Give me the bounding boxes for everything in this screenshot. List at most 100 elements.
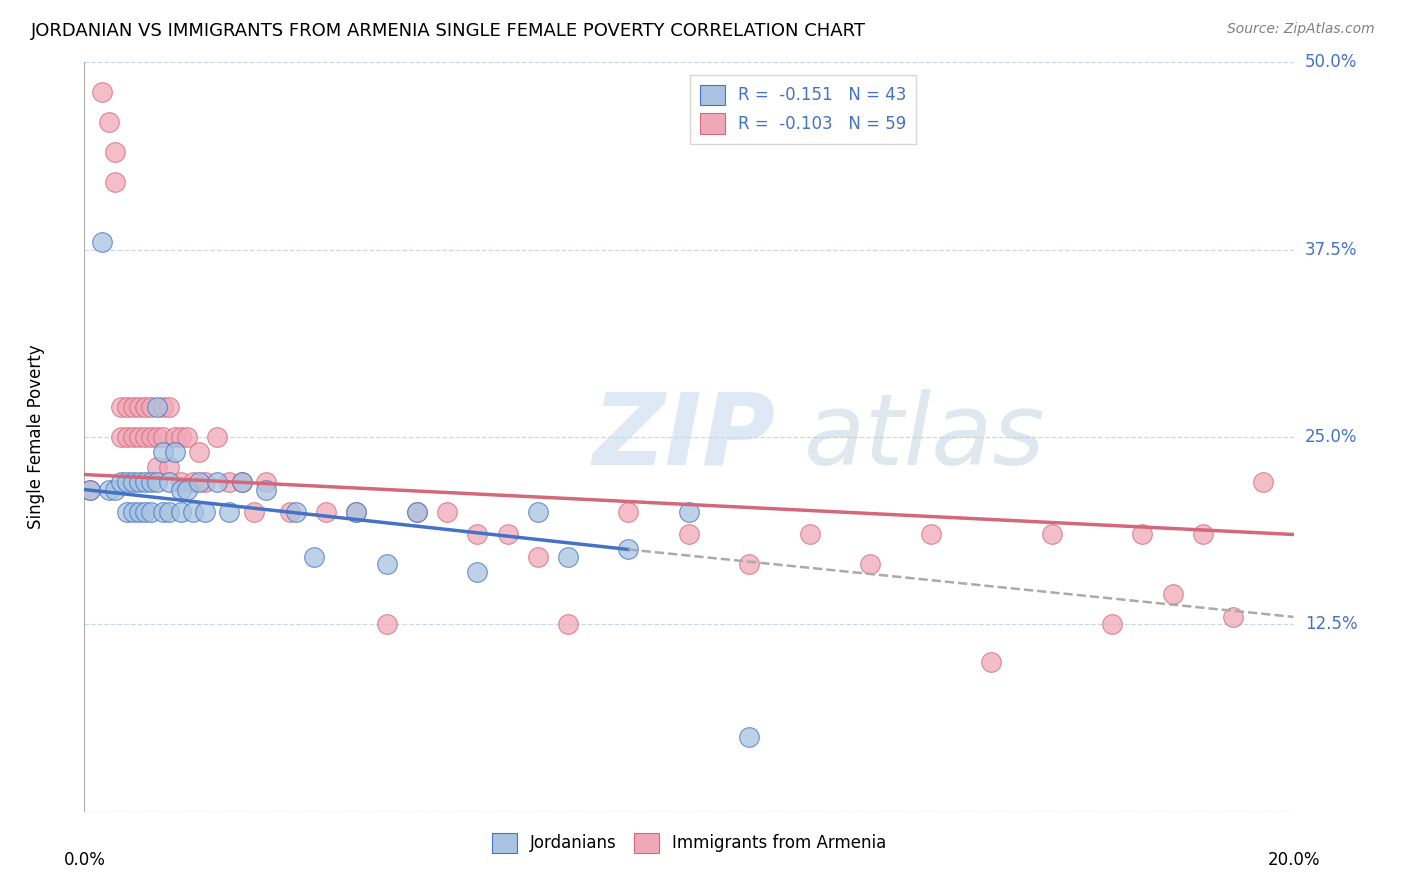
Point (194, 475, 217, 489)
Point (557, 549, 579, 564)
Point (346, 505, 368, 519)
Point (242, 505, 264, 519)
Point (121, 475, 143, 489)
Point (79, 483, 101, 497)
Point (527, 505, 550, 519)
Point (115, 475, 138, 489)
Point (165, 445, 187, 459)
Point (104, 483, 127, 497)
Point (170, 483, 193, 497)
Point (146, 430, 169, 444)
Point (121, 430, 143, 444)
Point (157, 460, 180, 475)
Point (1040, 527, 1063, 541)
Point (1253, 475, 1275, 489)
Point (170, 475, 193, 489)
Point (121, 400, 143, 414)
Point (134, 400, 156, 414)
Text: 50.0%: 50.0% (1305, 54, 1357, 71)
Point (231, 475, 253, 489)
Point (128, 400, 150, 414)
Point (1130, 527, 1153, 541)
Point (1161, 587, 1184, 601)
Point (128, 505, 150, 519)
Point (1192, 527, 1215, 541)
Point (79, 483, 101, 497)
Point (181, 505, 204, 519)
Point (231, 475, 253, 489)
Point (146, 475, 169, 489)
Text: 12.5%: 12.5% (1305, 615, 1357, 633)
Point (110, 475, 132, 489)
Point (375, 617, 398, 632)
Point (406, 505, 429, 519)
Point (115, 400, 138, 414)
Point (97, 483, 120, 497)
Point (181, 475, 204, 489)
Text: 20.0%: 20.0% (1267, 851, 1320, 869)
Point (110, 400, 132, 414)
Point (859, 558, 882, 572)
Point (188, 475, 211, 489)
Point (278, 505, 301, 519)
Point (436, 505, 458, 519)
Point (91, 235, 114, 250)
Point (139, 475, 162, 489)
Point (121, 505, 143, 519)
Point (139, 400, 162, 414)
Legend: Jordanians, Immigrants from Armenia: Jordanians, Immigrants from Armenia (485, 826, 893, 860)
Point (128, 475, 150, 489)
Point (406, 505, 429, 519)
Point (134, 475, 156, 489)
Point (115, 505, 138, 519)
Point (176, 430, 198, 444)
Point (527, 549, 550, 564)
Point (285, 505, 308, 519)
Point (375, 558, 398, 572)
Point (346, 505, 368, 519)
Point (146, 460, 169, 475)
Point (302, 549, 325, 564)
Text: 37.5%: 37.5% (1305, 241, 1357, 259)
Text: 0.0%: 0.0% (63, 851, 105, 869)
Point (146, 400, 169, 414)
Point (738, 558, 761, 572)
Point (97, 115, 120, 129)
Point (152, 400, 174, 414)
Point (194, 505, 217, 519)
Point (134, 505, 156, 519)
Point (738, 730, 761, 744)
Point (218, 475, 240, 489)
Point (920, 527, 942, 541)
Point (157, 475, 180, 489)
Point (157, 400, 180, 414)
Text: 25.0%: 25.0% (1305, 428, 1357, 446)
Point (165, 430, 187, 444)
Point (617, 505, 640, 519)
Point (496, 527, 519, 541)
Point (188, 445, 211, 459)
Point (218, 505, 240, 519)
Point (139, 505, 162, 519)
Point (557, 617, 579, 632)
Point (254, 475, 277, 489)
Point (1101, 617, 1123, 632)
Point (152, 445, 174, 459)
Text: Single Female Poverty: Single Female Poverty (27, 345, 45, 529)
Point (152, 505, 174, 519)
Point (128, 430, 150, 444)
Point (115, 430, 138, 444)
Point (104, 145, 127, 160)
Text: ZIP: ZIP (592, 389, 775, 485)
Point (980, 655, 1002, 669)
Point (315, 505, 337, 519)
Point (170, 505, 193, 519)
Point (617, 542, 640, 557)
Point (157, 505, 180, 519)
Point (134, 430, 156, 444)
Point (91, 86, 114, 100)
Point (139, 430, 162, 444)
Point (678, 527, 700, 541)
Text: Source: ZipAtlas.com: Source: ZipAtlas.com (1227, 22, 1375, 37)
Point (104, 175, 127, 189)
